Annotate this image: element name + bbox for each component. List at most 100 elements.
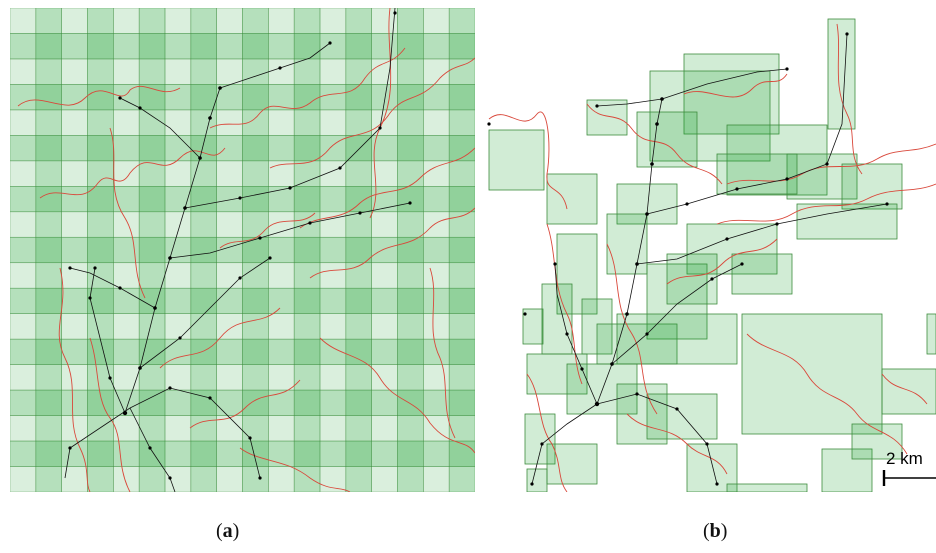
grid-cell	[242, 236, 269, 264]
grid-cell	[164, 135, 192, 162]
grid-cell	[371, 262, 398, 289]
grid-cell	[448, 236, 475, 264]
grid-cell	[10, 287, 37, 314]
grid-cell	[268, 364, 295, 391]
map-panel-a	[10, 8, 475, 492]
grid-cell	[397, 186, 424, 213]
caption-b-close: )	[720, 520, 728, 542]
grid-cell	[397, 8, 424, 34]
grid-cell	[164, 415, 192, 442]
grid-cell	[87, 109, 114, 136]
grid-cell	[293, 338, 321, 365]
grid-cell	[113, 135, 140, 162]
grid-cell	[61, 313, 88, 340]
grid-cell	[35, 135, 62, 162]
grid-cell	[423, 211, 450, 238]
grid-cell	[242, 466, 269, 492]
grid-cell	[345, 33, 372, 60]
grid-cell	[397, 287, 424, 314]
grid-cell	[61, 236, 88, 264]
grid-cell	[113, 440, 140, 467]
grid-cell	[87, 58, 114, 85]
grid-cell	[35, 8, 62, 34]
grid-cell	[216, 313, 243, 340]
grid-cell	[345, 109, 372, 136]
grid-cell	[345, 415, 372, 442]
grid-cell	[242, 8, 269, 34]
grid-cell	[190, 287, 217, 314]
grid-cell	[190, 8, 217, 34]
grid-cell	[268, 109, 295, 136]
grid-cell	[423, 440, 450, 467]
grid-cell	[138, 58, 166, 85]
grid-cell	[87, 160, 114, 187]
grid-cell	[61, 8, 88, 34]
grid-cell	[164, 466, 192, 492]
caption-a-open: (	[216, 520, 223, 542]
grid-cell	[190, 236, 217, 264]
grid-cell	[293, 236, 321, 264]
grid-cell	[190, 338, 217, 365]
scale-bar-label: 2 km	[886, 449, 923, 468]
grid-cell	[293, 262, 321, 289]
grid-cell	[448, 135, 475, 162]
grid-cell	[268, 58, 295, 85]
grid-cell	[61, 415, 88, 442]
grid-cell	[448, 364, 475, 391]
grid-cell	[35, 186, 62, 213]
grid-cell	[371, 338, 398, 365]
grid-cell	[319, 262, 347, 289]
grid-cell	[61, 58, 88, 85]
grid-cell	[371, 236, 398, 264]
grid-cell	[448, 33, 475, 60]
grid-cell	[113, 8, 140, 34]
grid-cell	[10, 440, 37, 467]
grid-cell	[423, 236, 450, 264]
grid-cell	[242, 186, 269, 213]
grid-cell	[319, 33, 347, 60]
grid-cell	[216, 109, 243, 136]
grid-cell	[293, 186, 321, 213]
grid-cell	[190, 262, 217, 289]
grid-cell	[10, 338, 37, 365]
grid-cell	[371, 415, 398, 442]
grid-cell	[113, 160, 140, 187]
grid-cell	[10, 33, 37, 60]
grid-cell	[190, 84, 217, 111]
grid-cell	[164, 211, 192, 238]
grid-cell	[397, 135, 424, 162]
grid-cell	[216, 287, 243, 314]
grid-cell	[397, 440, 424, 467]
caption-b: (b)	[703, 520, 727, 543]
grid-cell	[345, 338, 372, 365]
grid-cell	[319, 313, 347, 340]
grid-cell	[113, 364, 140, 391]
grid-cell	[293, 135, 321, 162]
grid-cell	[61, 33, 88, 60]
grid-cell	[345, 287, 372, 314]
grid-cell	[138, 440, 166, 467]
caption-a-close: )	[232, 520, 240, 542]
grid-cell	[268, 338, 295, 365]
grid-cell	[190, 466, 217, 492]
grid-cell	[319, 58, 347, 85]
grid-cell	[448, 287, 475, 314]
grid-cell	[371, 211, 398, 238]
grid-cell	[113, 287, 140, 314]
grid-cell	[113, 338, 140, 365]
grid-cell	[216, 58, 243, 85]
grid-cell	[190, 109, 217, 136]
grid-cell	[319, 84, 347, 111]
grid-cell	[216, 338, 243, 365]
grid-cell	[35, 109, 62, 136]
grid-cell	[423, 8, 450, 34]
grid-cell	[397, 389, 424, 416]
grid-cell	[242, 211, 269, 238]
grid-cell	[61, 262, 88, 289]
grid-cell	[138, 33, 166, 60]
grid-cell	[10, 186, 37, 213]
caption-a-letter: a	[222, 520, 233, 542]
grid-cell	[190, 33, 217, 60]
grid-cell	[397, 415, 424, 442]
grid-cell	[138, 466, 166, 492]
